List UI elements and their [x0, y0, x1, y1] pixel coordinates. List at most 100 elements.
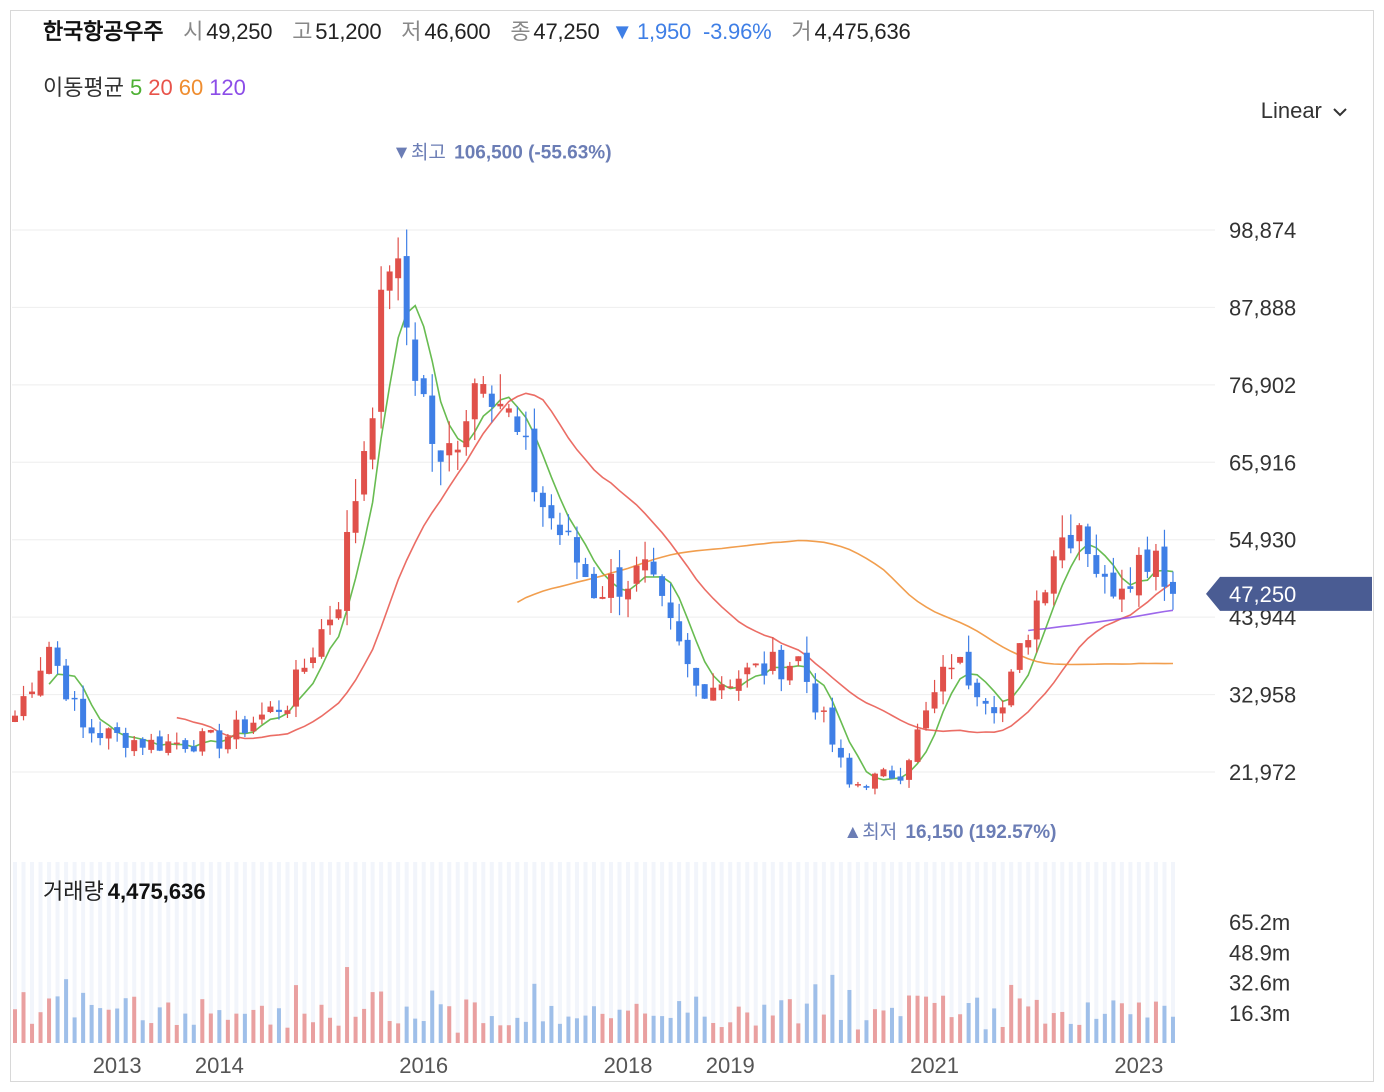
volume-stripe [268, 862, 273, 1043]
volume-bar [276, 1008, 281, 1043]
volume-bar [183, 1013, 188, 1043]
volume-stripe [515, 862, 520, 1043]
moving-average-legend[interactable]: 이동평균 5 20 60 120 [43, 70, 252, 102]
candle-body [233, 719, 240, 740]
price-grid [12, 229, 1215, 773]
volume-bar [574, 1018, 579, 1043]
volume-stripe [855, 862, 860, 1043]
min-annotation-value: 16,150 (192.57%) [905, 822, 1056, 843]
volume-stripe [872, 862, 877, 1043]
volume-stripe [864, 862, 869, 1043]
candle-body [420, 378, 427, 395]
candle-body [1135, 554, 1142, 596]
volume-stripe [549, 862, 554, 1043]
candle-body [63, 665, 70, 700]
candle-body [395, 258, 402, 279]
volume-stripe [1170, 862, 1175, 1043]
volume-bar [1102, 1013, 1107, 1043]
candle-body [871, 773, 878, 789]
volume-bar [966, 1003, 971, 1043]
candle-body [301, 667, 308, 672]
candle-body [676, 621, 683, 642]
candle-body [999, 707, 1006, 714]
max-annotation-label: ▼최고 [392, 141, 446, 163]
volume-stripe [498, 862, 503, 1043]
y-tick-label: 65,916 [1229, 450, 1296, 475]
low-label: 저 [401, 19, 422, 44]
volume-label: 거 [791, 19, 812, 44]
candle-body [684, 639, 691, 665]
volume-bar [1026, 1006, 1031, 1043]
volume-bar [455, 1032, 460, 1043]
scale-select[interactable]: Linear [1261, 98, 1348, 124]
volume-stripe [898, 862, 903, 1043]
candle-body [437, 450, 444, 462]
candle-body [522, 435, 529, 438]
volume-stripe [1153, 862, 1158, 1043]
volume-stripe [941, 862, 946, 1043]
candle-body [1042, 592, 1049, 604]
candle-body [727, 686, 734, 688]
volume-stripe [847, 862, 852, 1043]
candle-body [284, 710, 291, 714]
volume-bar [166, 1002, 171, 1043]
candle-body [122, 732, 129, 748]
candle-body [795, 656, 802, 662]
volume-bar [557, 1023, 562, 1043]
volume-stripe [183, 862, 188, 1043]
volume-bar [821, 1014, 826, 1043]
volume-stripe [881, 862, 886, 1043]
volume-stripe [132, 862, 137, 1043]
volume-stripe [234, 862, 239, 1043]
candle-body [344, 531, 351, 611]
candle-body [275, 709, 282, 712]
volume-stripe [447, 862, 452, 1043]
volume-stripe [728, 862, 733, 1043]
volume-bar [89, 1004, 94, 1043]
volume-stripe [992, 862, 997, 1043]
volume-stripe [106, 862, 111, 1043]
candle-body [556, 524, 563, 536]
change-arrow-icon: ▼ [611, 19, 633, 44]
candle-body [412, 339, 419, 381]
volume-bar [191, 1024, 196, 1043]
volume-bar [626, 1010, 631, 1043]
volume-bar [591, 1006, 596, 1043]
volume-bar [907, 995, 912, 1043]
candle-body [608, 573, 615, 598]
candle-body [335, 609, 342, 619]
volume-stripe [311, 862, 316, 1043]
volume-bar [268, 1024, 273, 1043]
volume-stripe [396, 862, 401, 1043]
volume-bar [830, 974, 835, 1043]
volume-tick-label: 16.3m [1229, 1001, 1290, 1026]
candle-body [820, 710, 827, 712]
volume-bar [532, 983, 537, 1043]
ma120-legend[interactable]: 120 [209, 75, 246, 100]
volume-stripe [745, 862, 750, 1043]
ma60-legend[interactable]: 60 [178, 75, 204, 100]
candle-body [1050, 556, 1057, 594]
volume-bar [523, 1021, 528, 1043]
candle-body [1093, 555, 1100, 574]
high-value: 51,200 [315, 19, 382, 44]
ma20-legend[interactable]: 20 [148, 75, 173, 100]
volume-bar [711, 1022, 716, 1043]
volume-stripe [924, 862, 929, 1043]
volume-stripe [932, 862, 937, 1043]
volume-stripe [1085, 862, 1090, 1043]
candle-body [224, 736, 231, 750]
volume-bar [225, 1019, 230, 1043]
volume-bar [668, 1017, 673, 1043]
ma5-legend[interactable]: 5 [129, 75, 143, 100]
volume-bar [1060, 1011, 1065, 1043]
volume-stripe [370, 862, 375, 1043]
volume-stripe [711, 862, 716, 1043]
candle-body [982, 700, 989, 704]
volume-bar [736, 1006, 741, 1043]
volume-bar [242, 1013, 247, 1043]
ma120-line [1028, 609, 1174, 632]
volume-stripe [166, 862, 171, 1043]
volume-bar [958, 1014, 963, 1043]
